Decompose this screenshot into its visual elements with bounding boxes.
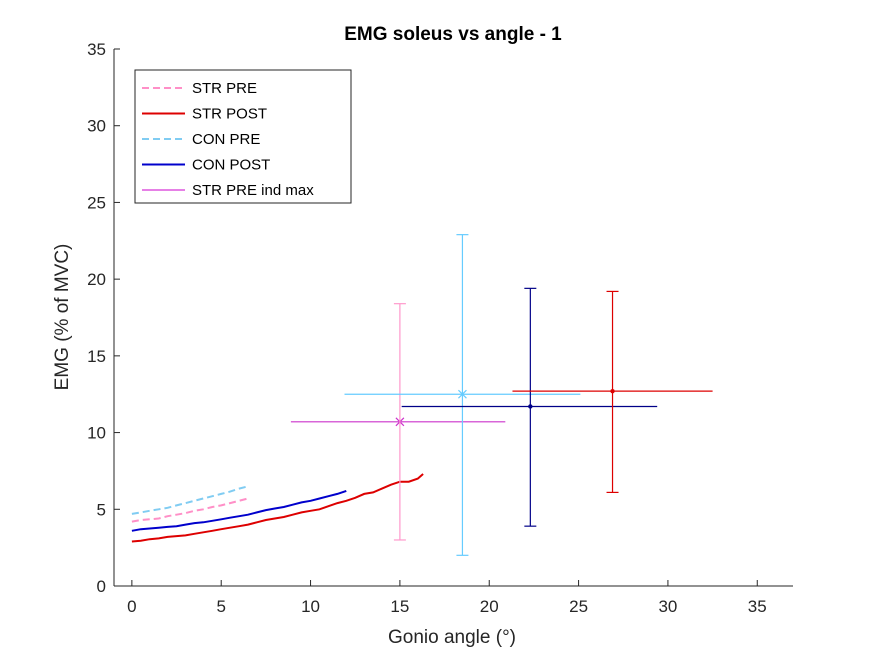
x-axis-label: Gonio angle (°) [388,627,516,648]
y-tick-label: 30 [87,117,106,136]
x-tick-label: 30 [658,597,677,616]
x-tick-label: 20 [480,597,499,616]
y-tick-label: 0 [97,577,106,596]
x-ticks: 0 5 10 15 20 25 30 35 [127,580,767,616]
x-tick-label: 10 [301,597,320,616]
y-ticks: 0 5 10 15 20 25 30 35 [87,40,120,596]
y-tick-label: 5 [97,500,106,519]
x-tick-label: 5 [216,597,225,616]
legend-label-con-pre: CON PRE [192,131,260,148]
axes-layer [113,49,793,587]
legend-box [134,69,352,204]
x-tick-label: 35 [748,597,767,616]
series-line-con-pre [131,485,249,515]
chart-title: EMG soleus vs angle - 1 [344,24,562,45]
curves-layer [131,473,424,543]
y-tick-label: 15 [87,347,106,366]
y-tick-label: 25 [87,193,106,212]
series-line-str-post [131,473,424,543]
y-tick-label: 35 [87,40,106,59]
mean-marker-con-pre [458,389,467,399]
mean-marker-str-post [610,388,615,394]
series-line-con-post [131,489,347,532]
legend-label-str-pre: STR PRE [192,80,257,97]
x-tick-label: 15 [390,597,409,616]
x-tick-label: 25 [569,597,588,616]
mean-marker-con-post [528,404,533,409]
y-tick-label: 20 [87,270,106,289]
y-tick-label: 10 [87,424,106,443]
legend: STR PRE STR POST CON PRE CON POST STR PRE in… [134,69,352,204]
legend-label-con-post: CON POST [192,157,270,174]
x-tick-label: 0 [127,597,136,616]
legend-label-str-pre-ind-max: STR PRE ind max [192,182,314,199]
crosshairs-layer [290,234,713,556]
y-axis-label: EMG (% of MVC) [52,244,73,391]
legend-label-str-post: STR POST [192,106,267,123]
series-line-str-pre [131,497,249,523]
